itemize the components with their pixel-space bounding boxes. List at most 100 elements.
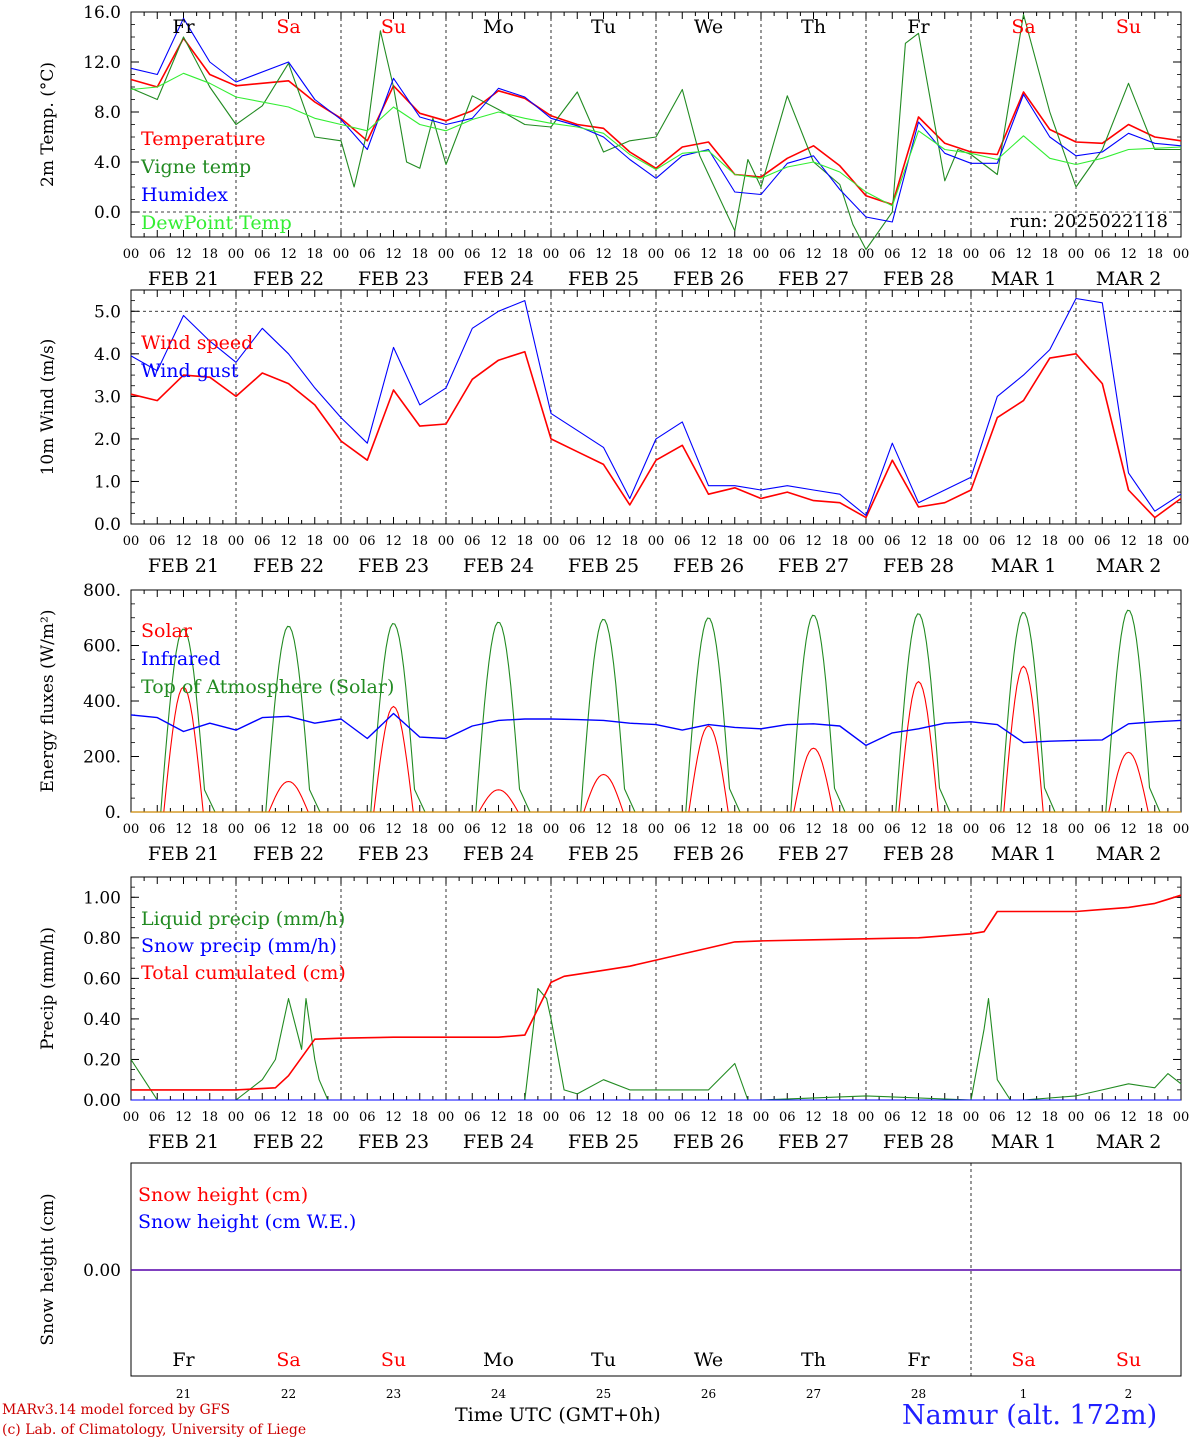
weekday-label: Su bbox=[381, 1349, 406, 1371]
hour-tick-label: 00 bbox=[753, 534, 770, 549]
date-label: FEB 25 bbox=[568, 268, 639, 290]
y-tick-label: 4.0 bbox=[94, 345, 121, 365]
hour-tick-label: 18 bbox=[621, 1110, 638, 1125]
y-tick-label: 0.40 bbox=[83, 1010, 121, 1030]
hour-tick-label: 00 bbox=[1068, 822, 1085, 837]
day-number-label: 1 bbox=[1020, 1387, 1028, 1401]
legend-entry: Top of Atmosphere (Solar) bbox=[141, 676, 394, 698]
date-label: FEB 28 bbox=[883, 1131, 954, 1153]
weekday-label: Tu bbox=[591, 1349, 616, 1371]
hour-tick-label: 12 bbox=[1015, 534, 1032, 549]
solar-line bbox=[260, 780, 317, 813]
hour-tick-label: 12 bbox=[175, 1110, 192, 1125]
vigne-temp-line bbox=[130, 13, 1181, 251]
hour-tick-label: 18 bbox=[306, 247, 323, 262]
date-label: MAR 2 bbox=[1096, 555, 1162, 577]
toa-solar-line bbox=[992, 611, 1056, 813]
hour-tick-label: 12 bbox=[910, 534, 927, 549]
legend-entry: Snow precip (mm/h) bbox=[141, 935, 337, 957]
toa-solar-line bbox=[1097, 609, 1161, 813]
hour-tick-label: 12 bbox=[1120, 247, 1137, 262]
date-label: FEB 27 bbox=[778, 555, 849, 577]
legend-entry: Snow height (cm) bbox=[138, 1184, 308, 1206]
weekday-label: Fr bbox=[907, 1349, 930, 1371]
legend-entry: Snow height (cm W.E.) bbox=[138, 1211, 356, 1233]
hour-tick-label: 00 bbox=[858, 1110, 875, 1125]
toa-solar-line bbox=[362, 622, 426, 813]
hour-tick-label: 06 bbox=[359, 247, 376, 262]
hour-tick-label: 06 bbox=[569, 534, 586, 549]
day-number-label: 28 bbox=[911, 1387, 926, 1401]
plot-frame bbox=[130, 11, 1182, 238]
hour-tick-label: 06 bbox=[254, 247, 271, 262]
hour-tick-label: 12 bbox=[385, 247, 402, 262]
y-axis-title: Precip (mm/h) bbox=[38, 927, 58, 1050]
hour-tick-label: 12 bbox=[910, 1110, 927, 1125]
solar-line bbox=[1100, 751, 1157, 813]
hour-tick-label: 00 bbox=[753, 1110, 770, 1125]
legend-entry: Wind speed bbox=[141, 332, 253, 354]
date-label: FEB 27 bbox=[778, 843, 849, 865]
panel-energy: 00 06 12 18 00 06 12 18 00 06 12 18 00 06 12 18 00 06 12 18… bbox=[38, 581, 1189, 865]
hour-tick-label: 06 bbox=[254, 1110, 271, 1125]
date-label: MAR 1 bbox=[991, 1131, 1057, 1153]
weekday-label: Sa bbox=[1011, 1349, 1035, 1371]
hour-tick-label: 12 bbox=[175, 247, 192, 262]
hour-tick-label: 18 bbox=[201, 822, 218, 837]
solar-line bbox=[155, 686, 212, 813]
weekday-label: Fr bbox=[172, 16, 195, 38]
hour-tick-label: 00 bbox=[1173, 247, 1190, 262]
hour-tick-label: 06 bbox=[569, 1110, 586, 1125]
weekday-label: Su bbox=[381, 16, 406, 38]
day-number-label: 27 bbox=[806, 1387, 821, 1401]
hour-tick-label: 00 bbox=[858, 247, 875, 262]
hour-tick-label: 06 bbox=[989, 1110, 1006, 1125]
solar-line bbox=[995, 665, 1052, 813]
hour-tick-label: 18 bbox=[411, 247, 428, 262]
hour-tick-label: 12 bbox=[175, 822, 192, 837]
hour-tick-label: 06 bbox=[674, 247, 691, 262]
hour-tick-label: 12 bbox=[280, 534, 297, 549]
hour-tick-label: 06 bbox=[779, 1110, 796, 1125]
time-axis-label: Time UTC (GMT+0h) bbox=[455, 1404, 661, 1426]
y-tick-label: 600. bbox=[83, 637, 121, 657]
hour-tick-label: 06 bbox=[464, 247, 481, 262]
y-tick-label: 0.0 bbox=[94, 515, 121, 535]
date-label: FEB 25 bbox=[568, 843, 639, 865]
hour-tick-label: 00 bbox=[1068, 247, 1085, 262]
total-cumulated-cm-line bbox=[131, 894, 1182, 1091]
date-label: FEB 24 bbox=[463, 843, 534, 865]
hour-tick-label: 06 bbox=[1094, 534, 1111, 549]
hour-tick-label: 18 bbox=[1146, 247, 1163, 262]
solar-line bbox=[680, 725, 737, 813]
hour-tick-label: 00 bbox=[1068, 1110, 1085, 1125]
date-label: FEB 25 bbox=[568, 1131, 639, 1153]
hour-tick-label: 12 bbox=[385, 1110, 402, 1125]
date-label: MAR 1 bbox=[991, 268, 1057, 290]
hour-tick-label: 00 bbox=[123, 1110, 140, 1125]
y-tick-label: 1.00 bbox=[83, 888, 121, 908]
hour-tick-label: 06 bbox=[569, 247, 586, 262]
day-number-label: 22 bbox=[281, 1387, 296, 1401]
station-label: Namur (alt. 172m) bbox=[902, 1400, 1158, 1431]
hour-tick-label: 00 bbox=[333, 1110, 350, 1125]
hour-tick-label: 12 bbox=[280, 1110, 297, 1125]
y-tick-label: 8.0 bbox=[94, 103, 121, 123]
hour-tick-label: 12 bbox=[595, 247, 612, 262]
hour-tick-label: 12 bbox=[700, 1110, 717, 1125]
y-tick-label: 5.0 bbox=[94, 302, 121, 322]
humidex-line bbox=[130, 17, 1182, 223]
hour-tick-label: 12 bbox=[595, 822, 612, 837]
y-tick-label: 16.0 bbox=[83, 3, 121, 23]
date-label: FEB 23 bbox=[358, 268, 429, 290]
toa-solar-line bbox=[677, 617, 741, 813]
hour-tick-label: 18 bbox=[306, 1110, 323, 1125]
solar-line bbox=[890, 680, 947, 813]
legend-entry: Humidex bbox=[141, 184, 228, 206]
hour-tick-label: 18 bbox=[831, 534, 848, 549]
hour-tick-label: 12 bbox=[805, 822, 822, 837]
hour-tick-label: 12 bbox=[280, 822, 297, 837]
weekday-label: We bbox=[694, 16, 723, 38]
footer-credits: MARv3.14 model forced by GFS (c) Lab. of… bbox=[2, 1400, 306, 1440]
